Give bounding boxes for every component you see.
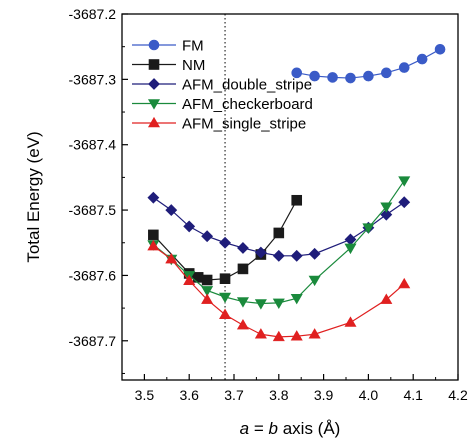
series-afm-single-stripe — [147, 239, 411, 342]
data-point — [201, 274, 213, 286]
data-point — [308, 247, 321, 260]
y-tick-label: -3687.2 — [69, 6, 117, 22]
data-point — [327, 72, 338, 83]
data-point — [290, 330, 303, 341]
data-point — [219, 308, 232, 319]
data-point — [290, 294, 303, 305]
data-point — [183, 220, 196, 233]
data-point — [290, 249, 303, 262]
data-point — [291, 67, 303, 79]
legend-marker — [148, 78, 160, 90]
data-point — [362, 223, 375, 234]
data-point — [219, 236, 231, 249]
data-point — [380, 293, 393, 304]
y-tick-label: -3687.6 — [69, 267, 117, 283]
data-point — [148, 229, 159, 241]
x-tick-label: 4.0 — [359, 387, 379, 403]
plot-area-frame — [121, 13, 459, 381]
legend: FM NM AFM_double_stripe AFM_checkerboard AFM… — [132, 38, 313, 133]
x-tick-label: 3.8 — [269, 387, 289, 403]
legend-label: AFM_single_stripe — [182, 116, 306, 133]
legend-label: AFM_checkerboard — [182, 96, 313, 113]
data-point — [192, 272, 204, 283]
legend-item: FM — [132, 38, 204, 55]
data-point — [201, 286, 214, 297]
x-axis-title: a = b axis (Å) — [240, 419, 341, 438]
data-point — [237, 263, 249, 275]
data-point — [219, 292, 232, 304]
data-point — [380, 202, 393, 213]
data-point — [237, 242, 249, 254]
data-point — [147, 191, 160, 204]
data-point — [219, 273, 231, 284]
y-tick-label: -3687.3 — [69, 71, 117, 87]
legend-marker — [148, 59, 160, 70]
series-layer — [147, 43, 446, 342]
data-point — [381, 67, 392, 79]
data-point — [201, 293, 214, 304]
legend-marker — [148, 39, 160, 51]
x-tick-label: 3.9 — [314, 387, 334, 403]
data-point — [272, 249, 285, 262]
series-fm — [291, 43, 446, 84]
data-point — [291, 194, 303, 206]
data-point — [254, 328, 267, 339]
legend-label: FM — [182, 38, 204, 55]
x-tick-label: 4.1 — [403, 387, 423, 403]
x-axis-title-a: a — [240, 419, 249, 438]
data-point — [309, 70, 320, 82]
y-tick-label: -3687.4 — [69, 137, 117, 153]
data-point — [398, 176, 411, 187]
data-point — [416, 53, 428, 65]
data-point — [363, 70, 374, 82]
data-point — [272, 330, 285, 342]
data-point — [308, 275, 321, 287]
legend-marker — [147, 116, 161, 128]
data-point — [273, 227, 285, 239]
legend-item: AFM_checkerboard — [132, 96, 313, 113]
x-tick-label: 3.7 — [224, 387, 244, 403]
series-line — [152, 180, 405, 305]
data-point — [398, 277, 411, 289]
x-tick-label: 3.6 — [179, 387, 199, 403]
axis-ticks-layer: 3.5 3.6 3.7 3.8 3.9 4.0 4.1 4.2 -3687.2 -3687.3 -3… — [69, 6, 468, 403]
data-point — [344, 316, 357, 327]
data-point — [236, 297, 249, 308]
x-axis-title-eq: = — [249, 419, 268, 438]
data-point — [165, 204, 178, 216]
data-point — [272, 298, 285, 309]
series-afm-checkerboard — [147, 176, 411, 310]
data-point — [183, 274, 196, 285]
legend-item: NM — [132, 57, 205, 74]
data-point — [201, 230, 214, 243]
data-point — [254, 246, 267, 259]
data-point — [236, 319, 249, 330]
data-point — [308, 328, 321, 339]
legend-marker — [147, 99, 161, 110]
data-point — [398, 62, 410, 73]
legend-item: AFM_double_stripe — [132, 77, 312, 94]
x-axis-title-b: b — [269, 419, 278, 438]
data-point — [147, 239, 160, 251]
legend-label: NM — [182, 57, 205, 74]
y-tick-label: -3687.7 — [69, 333, 117, 349]
data-point — [380, 208, 393, 221]
x-tick-label: 3.5 — [135, 387, 155, 403]
y-axis-title: Total Energy (eV) — [24, 131, 43, 262]
y-tick-label: -3687.5 — [69, 202, 117, 218]
data-point — [345, 72, 356, 84]
data-point — [398, 196, 411, 209]
data-point — [434, 43, 446, 55]
data-point — [165, 252, 178, 264]
data-point — [344, 243, 357, 255]
x-tick-label: 4.2 — [448, 387, 468, 403]
data-point — [254, 299, 267, 310]
legend-item: AFM_single_stripe — [132, 116, 306, 133]
x-axis-title-rest: axis (Å) — [278, 419, 340, 438]
legend-label: AFM_double_stripe — [182, 77, 312, 94]
